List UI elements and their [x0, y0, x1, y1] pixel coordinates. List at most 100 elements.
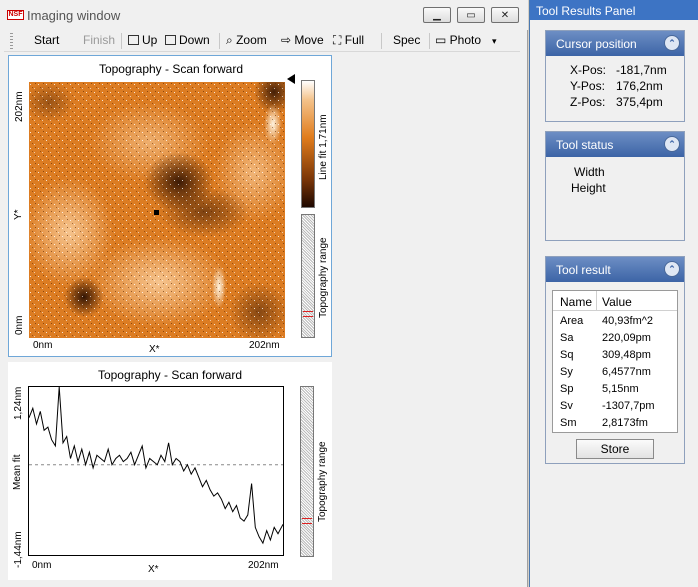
x-pos-label: X-Pos: — [570, 63, 607, 77]
tool-result-title: Tool result — [556, 263, 611, 277]
spec-button[interactable]: Spec — [393, 33, 421, 47]
tool-status-card: Tool status ⌃ Width Height — [545, 131, 685, 241]
result-row-value: 5,15nm — [602, 383, 639, 395]
zoom-label: Zoom — [236, 33, 267, 47]
line-y-axis-top-label: 1,24nm — [13, 386, 24, 420]
scan-image-svg — [29, 82, 285, 338]
result-table-header: Name Value — [553, 291, 677, 311]
cursor-position-header[interactable]: Cursor position ⌃ — [546, 31, 684, 56]
fullscreen-icon: ⛶ — [333, 33, 345, 47]
result-row-value: 2,8173fm — [602, 417, 648, 429]
tool-status-header[interactable]: Tool status ⌃ — [546, 132, 684, 157]
topography-image-panel[interactable]: Topography - Scan forward 202nm 0nm Y* — [8, 55, 332, 357]
line-topography-range-bar[interactable] — [300, 386, 314, 557]
result-row-name: Area — [560, 315, 584, 327]
restore-icon: ▭ — [466, 9, 476, 21]
line-x-axis-left-label: 0nm — [32, 560, 52, 571]
move-icon: ⇨ — [281, 33, 295, 47]
close-icon: ✕ — [500, 9, 510, 21]
y-pos-value: 176,2nm — [616, 79, 663, 93]
range-marker[interactable] — [303, 311, 313, 317]
x-pos-value: -181,7nm — [616, 63, 667, 77]
line-x-axis-right-label: 202nm — [248, 560, 279, 571]
x-axis-label: X* — [149, 344, 160, 355]
zoom-icon: ⌕ — [226, 33, 237, 47]
minimize-icon: ▁ — [433, 9, 441, 21]
topography-scan-image[interactable] — [29, 82, 285, 338]
profile-series-line — [28, 386, 284, 545]
range-label: Topography range — [318, 237, 329, 318]
full-label: Full — [344, 33, 365, 47]
toolbar-separator — [219, 33, 220, 49]
result-row-name: Sv — [560, 400, 573, 412]
result-row-value: 40,93fm^2 — [602, 315, 654, 327]
y-axis-bottom-label: 0nm — [14, 315, 25, 335]
move-button[interactable]: ⇨ Move — [281, 33, 324, 47]
cursor-position-title: Cursor position — [556, 37, 637, 51]
store-button[interactable]: Store — [576, 439, 654, 459]
result-row-name: Sy — [560, 366, 573, 378]
frame-down-icon — [165, 35, 176, 45]
toolbar-grip[interactable] — [10, 33, 13, 49]
up-label: Up — [142, 33, 158, 47]
line-x-axis-label: X* — [148, 564, 159, 575]
topography-range-bar[interactable] — [301, 214, 315, 338]
restore-button[interactable]: ▭ — [457, 7, 485, 23]
close-button[interactable]: ✕ — [491, 7, 519, 23]
full-button[interactable]: ⛶ Full — [333, 33, 364, 48]
color-scale-bar[interactable] — [301, 80, 315, 208]
result-row-value: 309,48pm — [602, 349, 651, 361]
line-range-label: Topography range — [317, 441, 328, 522]
up-button[interactable]: Up — [128, 33, 157, 47]
colorbar-label: Line fit 1,71nm — [318, 114, 329, 180]
result-row-value: 220,09pm — [602, 332, 651, 344]
zoom-button[interactable]: ⌕ Zoom — [226, 33, 267, 48]
photo-label: Photo — [449, 33, 482, 47]
y-pos-label: Y-Pos: — [570, 79, 605, 93]
result-table[interactable]: Name Value Area 40,93fm^2 Sa 220,09pm Sq 309,… — [552, 290, 678, 433]
result-row-value: 6,4577nm — [602, 366, 651, 378]
toolbar-separator — [429, 33, 430, 49]
tool-result-card: Tool result ⌃ Name Value Area 40,93fm^2 Sa… — [545, 256, 685, 464]
cursor-position-card: Cursor position ⌃ X-Pos: -181,7nm Y-Pos:… — [545, 30, 685, 122]
down-button[interactable]: Down — [165, 33, 210, 47]
toolbar-overflow-icon[interactable]: ▾ — [492, 36, 497, 46]
colorbar-pointer-icon[interactable] — [287, 74, 295, 84]
imaging-window: NSF Imaging window ▁ ▭ ✕ Start Finish Up… — [0, 0, 528, 587]
result-row-name: Sq — [560, 349, 574, 361]
line-y-axis-label: Mean fit — [12, 454, 23, 490]
tool-result-header[interactable]: Tool result ⌃ — [546, 257, 684, 282]
z-pos-value: 375,4pm — [616, 95, 663, 109]
result-row-name: Sa — [560, 332, 574, 344]
app-logo: NSF — [7, 10, 24, 20]
collapse-icon[interactable]: ⌃ — [664, 261, 680, 277]
window-titlebar[interactable]: NSF Imaging window ▁ ▭ ✕ — [0, 0, 528, 30]
y-axis-top-label: 202nm — [14, 91, 25, 122]
z-pos-label: Z-Pos: — [570, 95, 606, 109]
col-name-header[interactable]: Name — [560, 295, 593, 309]
line-profile-panel[interactable]: Topography - Scan forward 1,24nm -1,44nm… — [8, 362, 332, 580]
x-axis-left-label: 0nm — [33, 340, 53, 351]
result-row-value: -1307,7pm — [602, 400, 655, 412]
line-y-axis-bottom-label: -1,44nm — [13, 531, 24, 568]
result-row-name: Sm — [560, 417, 577, 429]
x-axis-right-label: 202nm — [249, 340, 280, 351]
photo-button[interactable]: ▭ Photo — [435, 33, 481, 47]
camera-icon: ▭ — [435, 33, 450, 47]
collapse-icon[interactable]: ⌃ — [664, 35, 680, 51]
column-divider[interactable] — [596, 291, 597, 310]
collapse-icon[interactable]: ⌃ — [664, 136, 680, 152]
toolbar-separator — [121, 33, 122, 49]
start-button[interactable]: Start — [34, 33, 60, 47]
col-value-header[interactable]: Value — [602, 295, 632, 309]
move-label: Move — [294, 33, 324, 47]
frame-up-icon — [128, 35, 139, 45]
status-width: Width — [574, 165, 605, 179]
line-profile-plot[interactable] — [28, 386, 284, 556]
tool-status-title: Tool status — [556, 138, 614, 152]
minimize-button[interactable]: ▁ — [423, 7, 451, 23]
toolbar-separator — [381, 33, 382, 49]
line-range-marker[interactable] — [302, 518, 312, 524]
line-plot-svg — [28, 386, 284, 545]
finish-button[interactable]: Finish — [83, 33, 116, 47]
